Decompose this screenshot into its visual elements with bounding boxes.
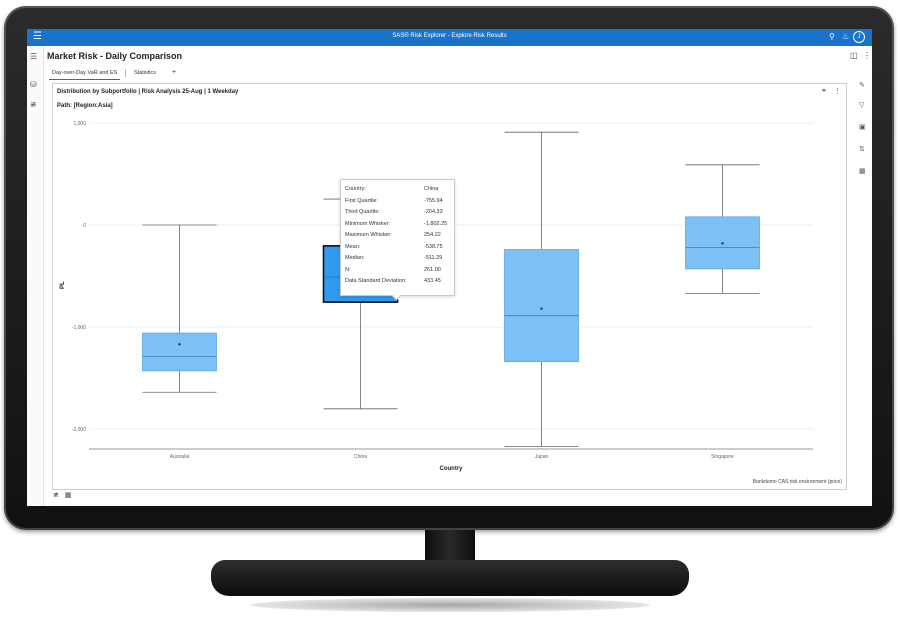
filter-icon[interactable]: ▽ [859, 102, 865, 109]
tooltip-value: China [424, 186, 439, 192]
tooltip-value: -1,802.25 [424, 220, 448, 227]
y-axis-label: PL [60, 281, 66, 289]
tooltip-key: Country: [345, 186, 366, 192]
x-tick-label: Singapore [711, 454, 734, 460]
tooltip-row: Median: -511.29 [345, 255, 453, 263]
tooltip-value: 433.45 [424, 278, 441, 284]
tooltip-row: Mean: -538.75 [345, 244, 453, 252]
tooltip-row: Data Standard Deviation: 433.45 [345, 278, 453, 286]
tooltip-key: Minimum Whisker: [345, 220, 391, 227]
data-tooltip: Country: China First Quartile: -755.94 Third… [340, 179, 455, 301]
more-vert-icon[interactable]: ⋮ [863, 51, 871, 60]
x-tick-label: Japan [535, 454, 549, 460]
tab-day-over-day[interactable]: Day-over-Day VaR and ES [49, 67, 121, 80]
x-tick-label: China [354, 454, 367, 460]
iqr-box [504, 249, 579, 363]
monitor-neck [425, 530, 475, 564]
tooltip-key: Data Standard Deviation: [345, 278, 407, 284]
chart-view-icon[interactable]: ≇ [53, 492, 59, 499]
tooltip-key: N: [345, 266, 351, 273]
y-tick-label: 0 [83, 223, 86, 229]
card-more-icon[interactable]: ⋮ [834, 88, 841, 95]
add-tab-button[interactable]: + [172, 69, 177, 76]
y-tick-label: 1,000 [73, 121, 86, 127]
rules-icon[interactable]: ⇅ [859, 146, 865, 153]
iqr-box [142, 332, 217, 372]
line-chart-icon[interactable]: ≇ [30, 100, 37, 109]
tooltip-row: Country: China [345, 186, 453, 194]
x-axis-label: Country [440, 466, 464, 472]
search-icon[interactable]: ⚲ [829, 32, 835, 41]
paperclip-icon[interactable]: ⚭ [821, 88, 827, 95]
monitor-bezel [4, 6, 894, 530]
tooltip-value: 261.00 [424, 266, 441, 273]
left-rail: ☰ ⛁ ≇ [27, 46, 44, 506]
environment-note: Bankdemo CAS risk environment (price) [752, 479, 842, 485]
tooltip-row: N: 261.00 [345, 267, 453, 275]
box-australia [142, 224, 217, 393]
tooltip-row: First Quartile: -755.94 [345, 198, 453, 206]
box-japan [504, 131, 579, 447]
hamburger-icon[interactable]: ☰ [33, 31, 42, 42]
report-card: Distribution by Subportfolio | Risk Anal… [52, 83, 847, 490]
app-titlebar: ☰ SAS® Risk Explorer - Explore Risk Resu… [27, 29, 872, 46]
tab-statistics[interactable]: Statistics [134, 70, 157, 76]
screen: ☰ SAS® Risk Explorer - Explore Risk Resu… [27, 29, 872, 506]
save-icon[interactable]: ◫ [850, 51, 858, 60]
bell-icon[interactable]: ♨ [842, 32, 850, 41]
tooltip-key: Mean: [345, 243, 361, 250]
report-title: Distribution by Subportfolio | Risk Anal… [57, 89, 239, 95]
table-view-icon[interactable]: ▦ [64, 492, 72, 499]
right-rail: ✎ ▽ ▣ ⇅ ▦ [854, 75, 872, 506]
paint-icon[interactable]: ✎ [859, 82, 865, 89]
x-tick-label: Australia [170, 454, 190, 460]
mean-marker [178, 343, 181, 346]
tooltip-value: -204.33 [424, 209, 443, 215]
app-title: SAS® Risk Explorer - Explore Risk Result… [392, 33, 507, 39]
tooltip-key: Third Quartile: [345, 209, 380, 215]
tooltip-row: Minimum Whisker: -1,802.25 [345, 221, 453, 229]
tooltip-key: Maximum Whisker: [345, 232, 392, 238]
tooltip-value: -511.29 [424, 255, 443, 261]
image-icon[interactable]: ▣ [859, 124, 866, 131]
database-icon[interactable]: ⛁ [30, 80, 37, 89]
list-icon[interactable]: ☰ [30, 52, 38, 61]
report-path: Path: [Region:Asia] [57, 103, 113, 109]
tooltip-row: Maximum Whisker: 254.22 [345, 232, 453, 240]
page-title: Market Risk - Daily Comparison [47, 51, 183, 61]
tooltip-value: -755.94 [424, 197, 443, 204]
tooltip-value: -538.75 [424, 243, 443, 250]
tab-divider [125, 69, 126, 77]
tooltip-key: First Quartile: [345, 197, 379, 204]
view-toggle: ≇ ▦ [53, 491, 75, 499]
box-singapore [685, 164, 760, 294]
monitor-stand [211, 560, 689, 596]
table-icon[interactable]: ▦ [859, 168, 866, 175]
tooltip-value: 254.22 [424, 232, 441, 238]
y-tick-label: -1,000 [72, 325, 86, 331]
tooltip-row: Third Quartile: -204.33 [345, 209, 453, 217]
mean-marker [721, 242, 724, 245]
tooltip-key: Median: [345, 255, 365, 261]
avatar[interactable]: J [853, 31, 865, 43]
y-tick-label: -2,000 [72, 427, 86, 433]
stand-shadow [250, 598, 650, 612]
mean-marker [540, 307, 543, 310]
